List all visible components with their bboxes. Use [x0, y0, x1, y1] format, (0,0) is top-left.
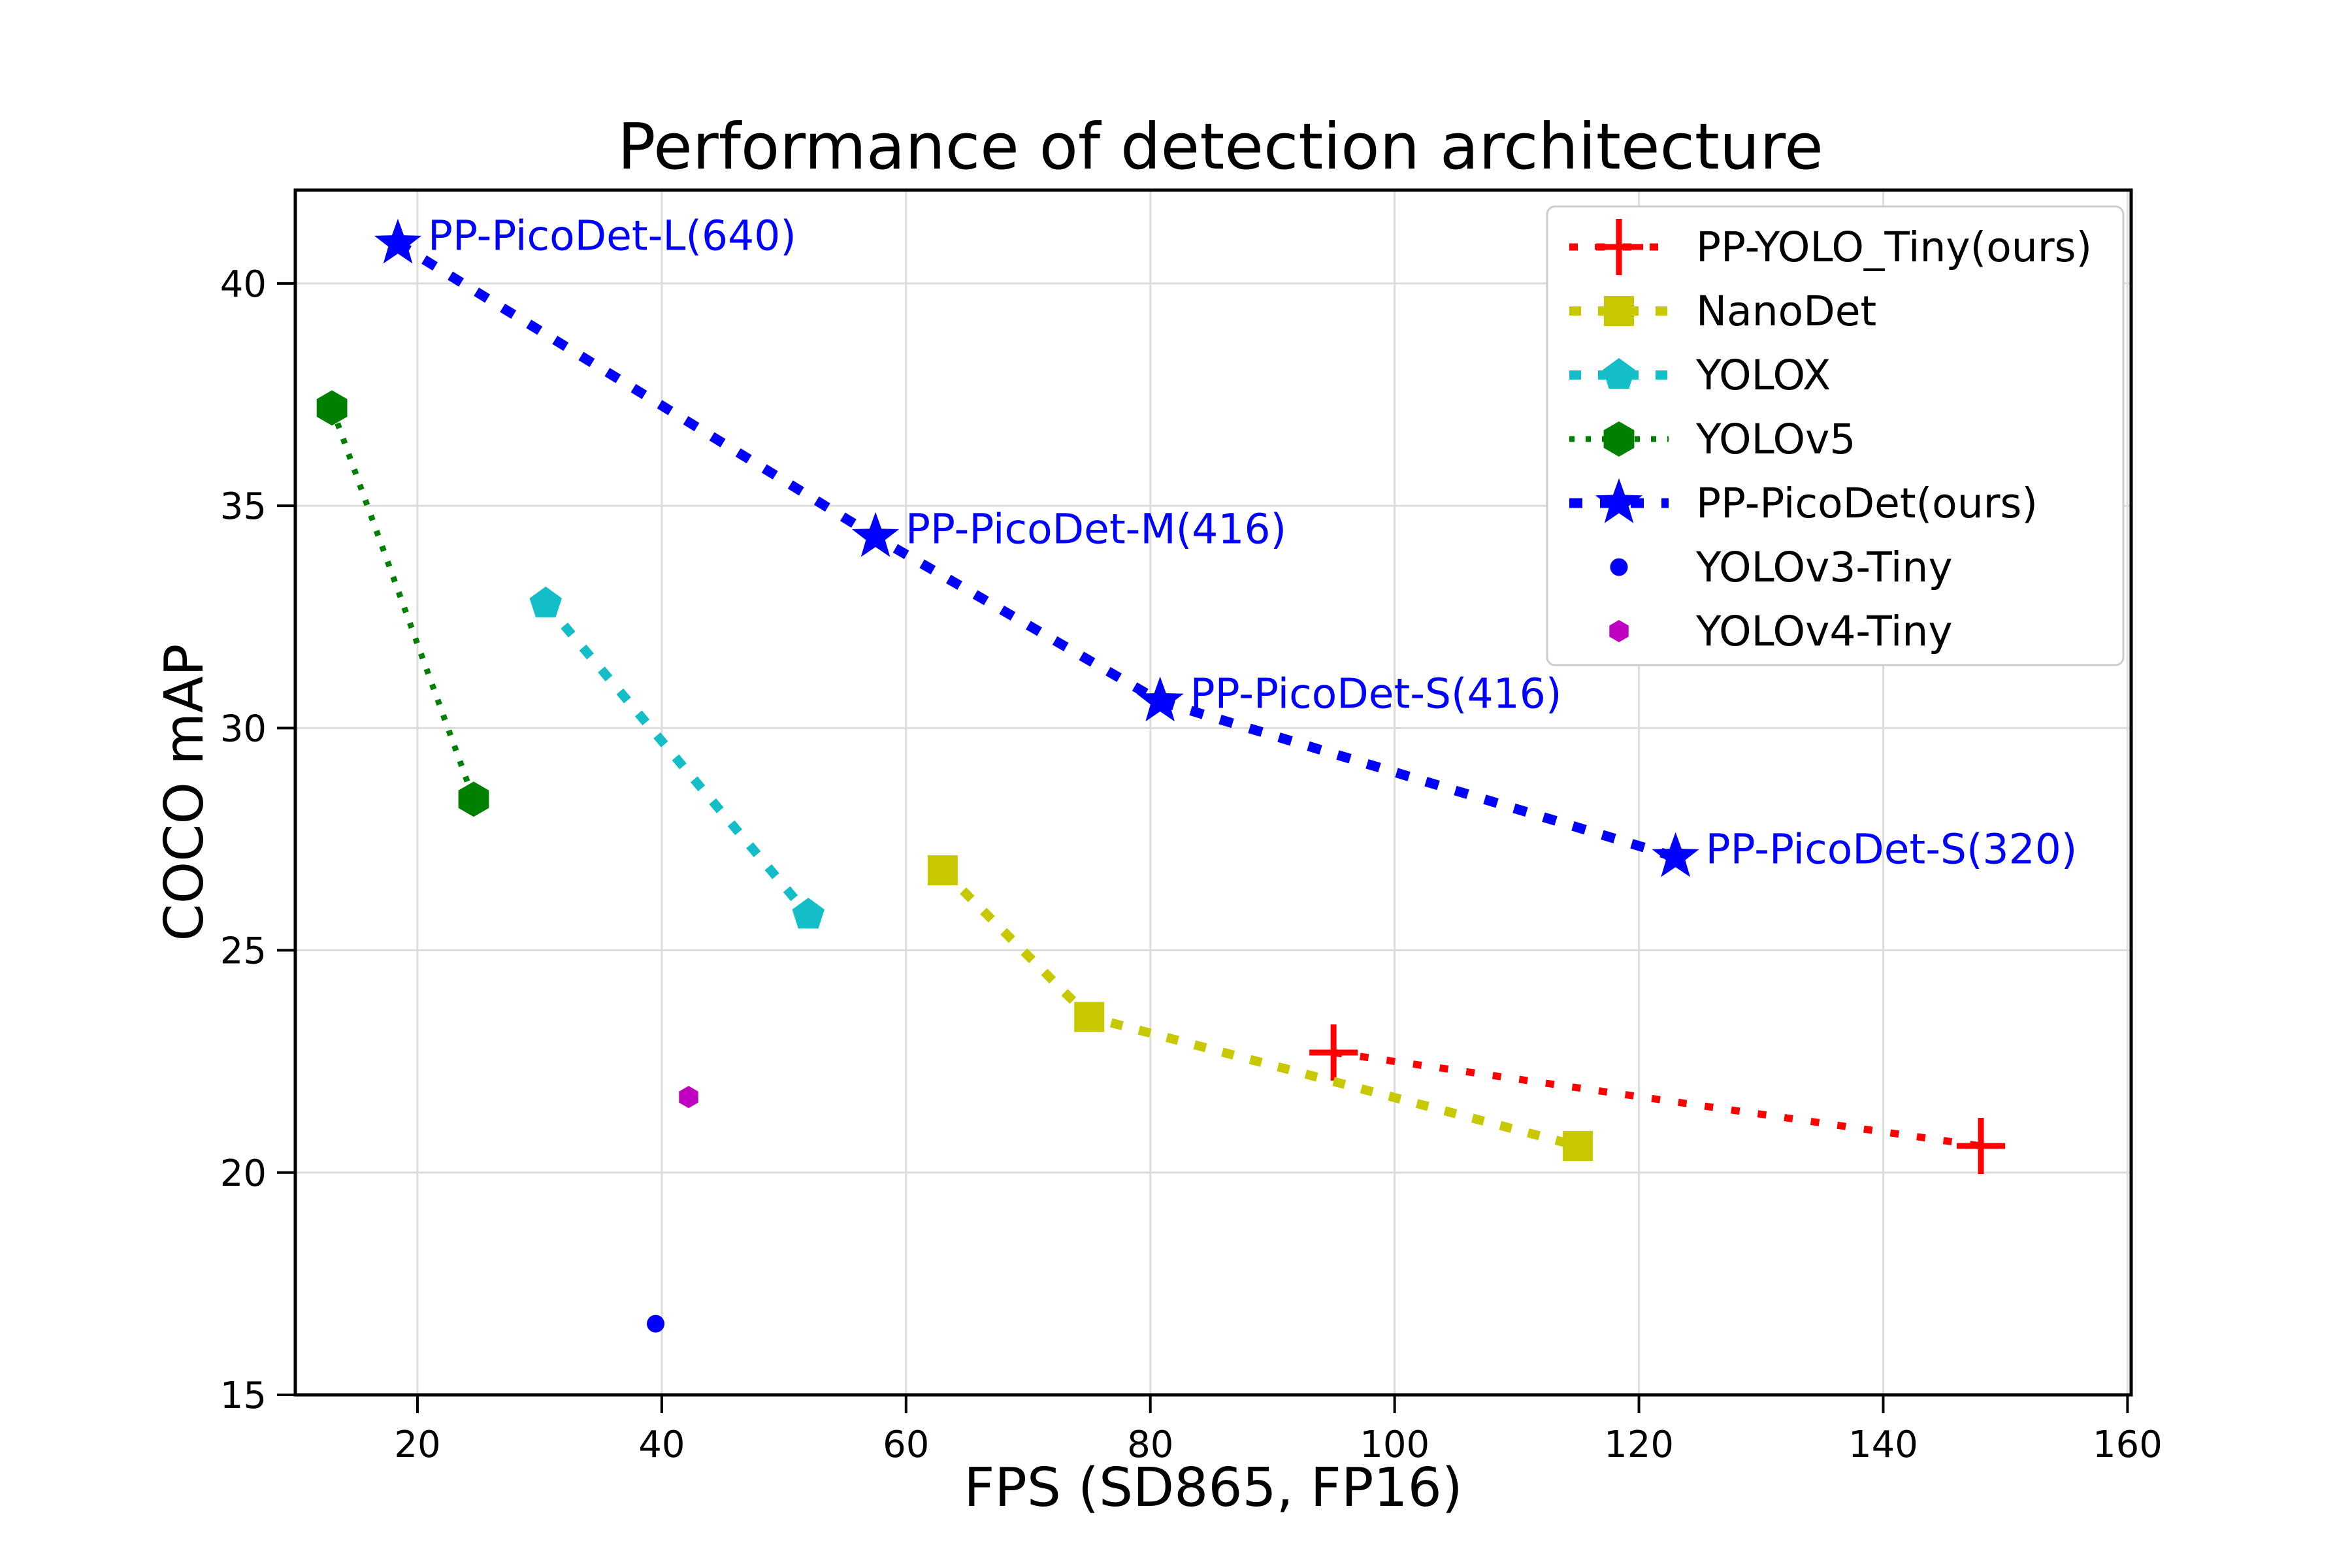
pentagon-marker-yolox — [792, 898, 825, 929]
series-yolov3-tiny — [647, 1315, 665, 1333]
y-tick-label: 30 — [220, 708, 267, 750]
y-tick-label: 25 — [220, 930, 267, 973]
chart-title: Performance of detection architecture — [617, 110, 1823, 184]
x-tick-label: 80 — [1127, 1424, 1173, 1466]
y-tick-label: 15 — [220, 1375, 267, 1417]
star-marker-pp-picodet-ours — [374, 218, 422, 264]
series-line-yolov5 — [329, 406, 477, 800]
legend-row-yolox: YOLOX — [1569, 351, 1831, 399]
star-marker-pp-picodet-ours — [1652, 832, 1699, 877]
legend-label-pp-yolo-tiny-ours: PP-YOLO_Tiny(ours) — [1696, 223, 2092, 271]
y-axis-label: COCO mAP — [154, 644, 216, 941]
x-axis-label: FPS (SD865, FP16) — [964, 1457, 1463, 1519]
x-tick-label: 160 — [2093, 1424, 2163, 1466]
dot-marker-yolov3-tiny-legend — [1610, 558, 1628, 576]
series-yolov4-tiny — [679, 1086, 698, 1109]
pentagon-marker-yolox — [529, 586, 562, 617]
legend-label-nanodet: NanoDet — [1696, 287, 1876, 335]
square-marker-nanodet-legend — [1604, 296, 1634, 326]
square-marker-nanodet — [927, 855, 958, 886]
star-marker-pp-picodet-ours — [1136, 676, 1184, 722]
star-marker-pp-picodet-ours — [851, 512, 900, 557]
series-yolov5 — [316, 390, 489, 817]
plot-frame — [293, 188, 2133, 1397]
star-marker-pp-picodet-ours-legend — [1595, 478, 1643, 523]
legend-row-pp-yolo-tiny-ours: PP-YOLO_Tiny(ours) — [1569, 219, 2092, 275]
hexagon-small-marker-yolov4-tiny-legend — [1609, 620, 1629, 642]
hexagon-marker-yolov5 — [458, 781, 489, 817]
annotation-1: PP-PicoDet-L(640) — [428, 212, 796, 260]
y-tick-label: 40 — [220, 263, 267, 306]
legend-label-pp-picodet-ours: PP-PicoDet(ours) — [1696, 480, 2038, 527]
annotation-layer: PP-PicoDet-L(640) PP-PicoDet-M(416) PP-Pic… — [428, 212, 2077, 874]
tick-layer: 20 40 60 80 100 120 140 160 15 20 25 30 35 40 — [220, 263, 2163, 1466]
dot-marker-yolov3-tiny — [647, 1315, 665, 1333]
series-yolox — [529, 586, 825, 929]
pentagon-marker-yolox-legend — [1603, 358, 1635, 389]
x-tick-label: 60 — [883, 1424, 929, 1466]
series-line-yolox — [542, 600, 812, 918]
series-pp-yolo-tiny-ours — [1309, 1024, 2006, 1174]
legend-row-yolov4-tiny: YOLOv4-Tiny — [1609, 608, 1953, 655]
legend-row-yolov5: YOLOv5 — [1569, 416, 1855, 463]
legend: PP-YOLO_Tiny(ours) NanoDet YOLOX YOLOv5 PP-P… — [1546, 205, 2125, 666]
square-marker-nanodet — [1074, 1002, 1105, 1032]
legend-label-yolox: YOLOX — [1695, 351, 1831, 399]
y-tick-label: 35 — [220, 485, 267, 528]
x-tick-label: 20 — [394, 1424, 440, 1466]
hexagon-marker-yolov5 — [316, 390, 348, 426]
x-tick-label: 120 — [1604, 1424, 1674, 1466]
legend-label-yolov3-tiny: YOLOv3-Tiny — [1695, 544, 1953, 591]
series-line-pp-yolo-tiny-ours — [1333, 1049, 1982, 1150]
x-tick-label: 100 — [1360, 1424, 1429, 1466]
x-tick-label: 40 — [638, 1424, 685, 1466]
legend-row-yolov3-tiny: YOLOv3-Tiny — [1610, 544, 1953, 591]
series-pp-picodet-ours — [374, 218, 1699, 877]
x-tick-label: 140 — [1848, 1424, 1918, 1466]
series-layer — [316, 218, 2006, 1333]
annotation-4: PP-PicoDet-S(320) — [1706, 826, 2078, 874]
hexagon-small-marker-yolov4-tiny — [679, 1086, 698, 1109]
annotation-3: PP-PicoDet-S(416) — [1190, 670, 1562, 718]
legend-label-yolov5: YOLOv5 — [1695, 416, 1855, 463]
y-tick-label: 20 — [220, 1152, 267, 1195]
legend-box — [1546, 205, 2125, 666]
legend-row-nanodet: NanoDet — [1569, 287, 1876, 335]
legend-row-pp-picodet-ours: PP-PicoDet(ours) — [1569, 478, 2038, 527]
annotation-2: PP-PicoDet-M(416) — [906, 506, 1286, 553]
legend-label-yolov4-tiny: YOLOv4-Tiny — [1695, 608, 1953, 655]
square-marker-nanodet — [1563, 1130, 1593, 1161]
series-line-pp-picodet-ours — [395, 239, 1677, 862]
hexagon-marker-yolov5-legend — [1603, 421, 1635, 457]
series-nanodet — [927, 855, 1593, 1161]
